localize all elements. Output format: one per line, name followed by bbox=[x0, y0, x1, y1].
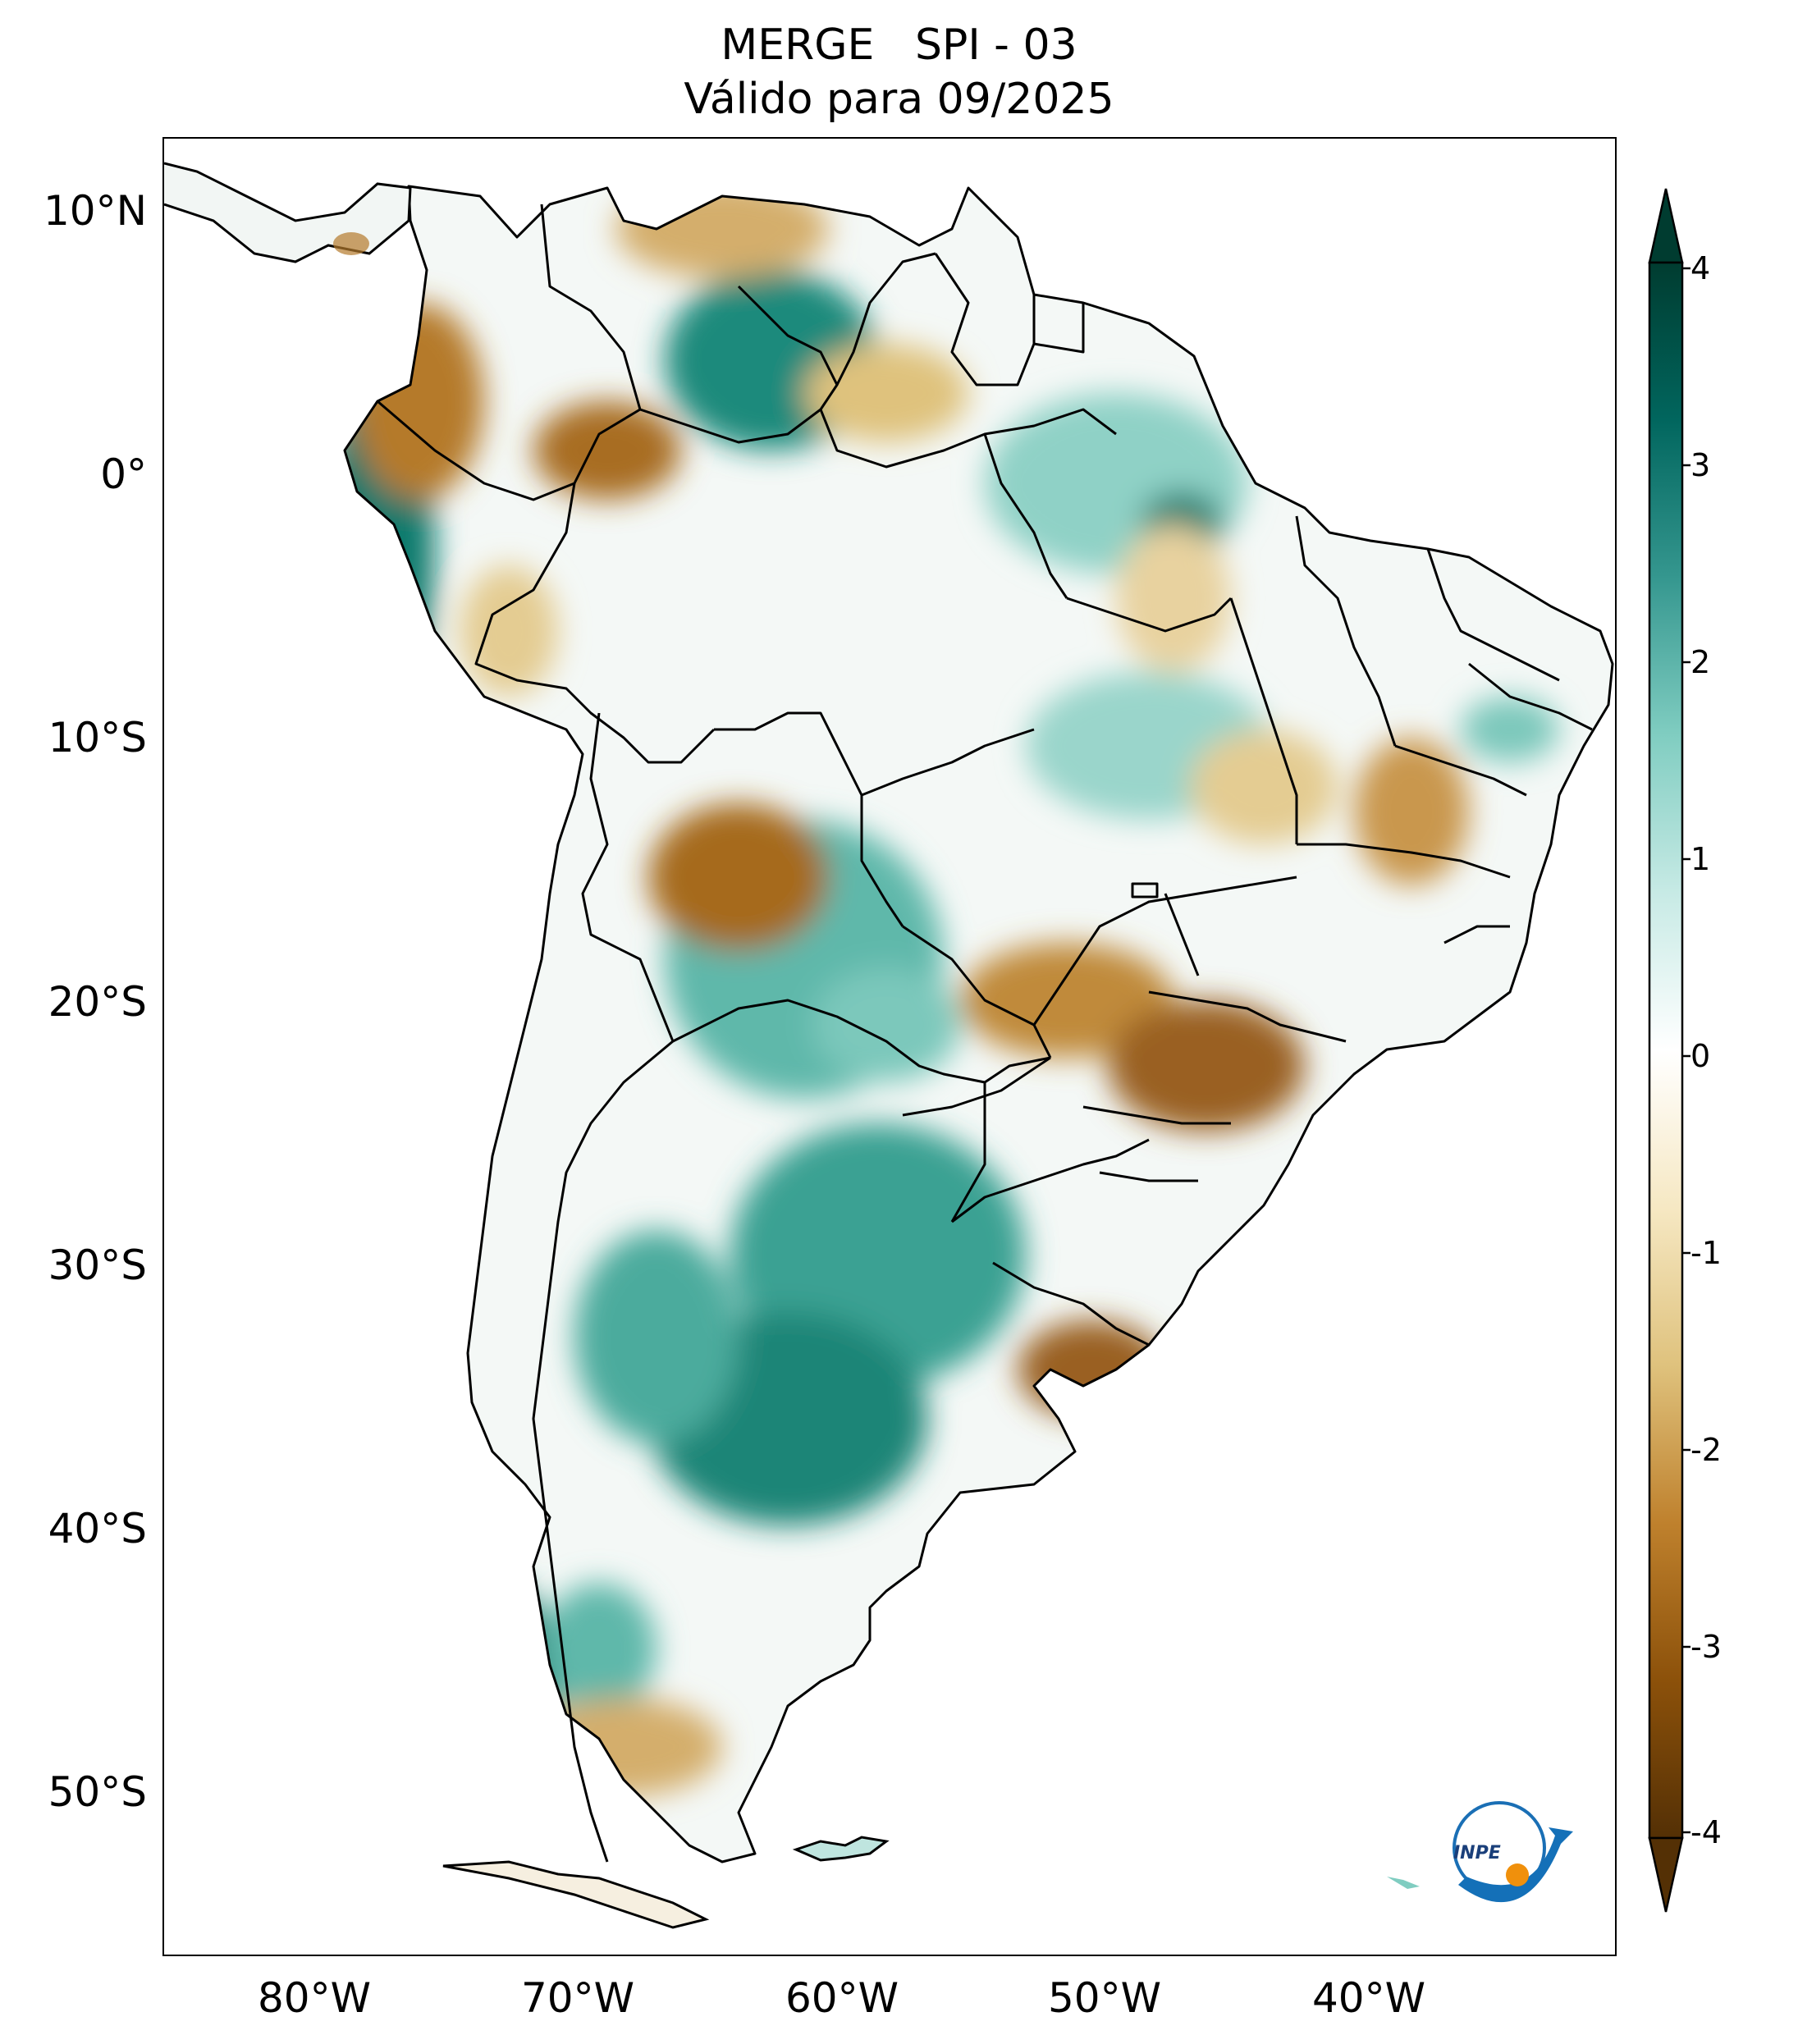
title-line-2: Válido para 09/2025 bbox=[684, 75, 1114, 124]
south-america-spi-map: INPE bbox=[164, 139, 1615, 1955]
wet-anomaly-paraguay bbox=[812, 967, 960, 1082]
border-suriname-guiana bbox=[1033, 303, 1085, 354]
border-para-mato-grosso bbox=[1066, 597, 1233, 633]
lat-tick-20s: 20°S bbox=[48, 978, 147, 1026]
border-ceara-rio-grande-norte bbox=[1426, 548, 1560, 682]
tierra-del-fuego bbox=[442, 1860, 710, 1929]
border-colombia-ecuador-peru bbox=[377, 400, 641, 501]
lat-tick-10s: 10°S bbox=[48, 714, 147, 761]
border-maranhao-piaui bbox=[1295, 515, 1397, 747]
colorbar-label-3: 3 bbox=[1690, 447, 1711, 483]
title-line-1: MERGE SPI - 03 bbox=[721, 21, 1077, 70]
federal-district bbox=[1131, 882, 1159, 899]
dry-anomaly-peru-north bbox=[460, 565, 558, 697]
dry-anomaly-bahia bbox=[1354, 738, 1469, 885]
colorbar-extend-max bbox=[1648, 188, 1684, 264]
dry-anomaly-rondonia bbox=[648, 803, 829, 951]
wet-anomaly-patagonia bbox=[542, 1583, 657, 1714]
border-venezuela-colombia bbox=[540, 203, 839, 444]
border-bolivia-argentina bbox=[672, 999, 1051, 1084]
border-argentina-brazil bbox=[950, 1082, 986, 1223]
lon-tick-40w: 40°W bbox=[1311, 1974, 1426, 2022]
border-amazonas-para bbox=[983, 433, 1068, 599]
border-sao-paulo-minas bbox=[1148, 990, 1347, 1043]
colorbar bbox=[1648, 188, 1690, 1913]
colorbar-label-neg4: -4 bbox=[1690, 1814, 1722, 1850]
lat-tick-30s: 30°S bbox=[48, 1241, 147, 1289]
dry-anomaly-mato-grosso-sul bbox=[960, 943, 1174, 1058]
dry-anomaly-panama bbox=[333, 232, 369, 255]
inpe-logo-sun bbox=[1506, 1863, 1529, 1886]
dry-anomaly-amazonas-north bbox=[533, 401, 681, 500]
border-chile-argentina bbox=[532, 1040, 674, 1863]
border-roraima-amazonas bbox=[819, 408, 1117, 469]
border-bahia-north bbox=[1394, 744, 1527, 797]
falkland-islands bbox=[792, 1836, 890, 1862]
border-argentina-uruguay-north bbox=[951, 1138, 1150, 1223]
map-title: MERGE SPI - 03 Válido para 09/2025 bbox=[0, 18, 1798, 126]
border-goias-minas bbox=[1297, 843, 1511, 879]
lat-tick-40s: 40°S bbox=[48, 1505, 147, 1552]
colorbar-label-1: 1 bbox=[1690, 841, 1711, 877]
border-mato-grosso-sul-sao-paulo bbox=[1164, 893, 1200, 976]
colorbar-extend-min bbox=[1648, 1836, 1684, 1913]
dry-anomaly-sao-paulo bbox=[1108, 1000, 1305, 1132]
colorbar-label-0: 0 bbox=[1690, 1038, 1711, 1074]
border-rondonia-mato-grosso bbox=[861, 728, 1035, 797]
colorbar-label-2: 2 bbox=[1690, 644, 1711, 680]
colorbar-ticks bbox=[1682, 267, 1690, 1834]
border-santa-catarina-rio-grande bbox=[1099, 1171, 1198, 1182]
border-peru-bolivia-chile bbox=[581, 712, 675, 1042]
lat-tick-50s: 50°S bbox=[48, 1768, 147, 1816]
border-bolivia-brazil bbox=[714, 711, 904, 927]
lon-tick-70w: 70°W bbox=[520, 1974, 635, 2022]
border-paraguay-argentina bbox=[902, 1056, 1051, 1117]
colorbar-label-4: 4 bbox=[1690, 250, 1711, 286]
wet-anomaly-andes-central bbox=[574, 1230, 739, 1443]
lat-tick-0: 0° bbox=[100, 450, 147, 498]
dry-anomaly-goias bbox=[1190, 729, 1338, 844]
border-espirito-santo bbox=[1443, 925, 1510, 944]
inpe-logo-text: INPE bbox=[1453, 1843, 1501, 1863]
inpe-logo-arrow bbox=[1458, 1827, 1573, 1903]
lat-tick-10n: 10°N bbox=[43, 187, 147, 235]
colorbar-label-neg2: -2 bbox=[1690, 1432, 1722, 1468]
colorbar-label-neg1: -1 bbox=[1690, 1235, 1722, 1271]
border-paraguay-bolivia bbox=[902, 925, 1052, 1059]
political-borders bbox=[377, 203, 1593, 1863]
colorbar-label-neg3: -3 bbox=[1690, 1629, 1722, 1665]
colorbar-gradient bbox=[1648, 261, 1684, 1840]
border-peru-brazil bbox=[474, 482, 716, 764]
dry-anomaly-tocantins bbox=[1116, 524, 1231, 672]
lon-tick-80w: 80°W bbox=[257, 1974, 372, 2022]
border-pernambuco bbox=[1468, 662, 1593, 731]
border-uruguay-brazil bbox=[992, 1261, 1150, 1347]
lon-tick-50w: 50°W bbox=[1047, 1974, 1162, 2022]
south-georgia bbox=[1387, 1877, 1420, 1889]
border-venezuela-guyana bbox=[835, 252, 936, 386]
coastline bbox=[343, 185, 1614, 1863]
lon-tick-60w: 60°W bbox=[785, 1974, 899, 2022]
map-panel: INPE bbox=[162, 137, 1617, 1956]
inpe-logo: INPE bbox=[1453, 1801, 1573, 1903]
wet-anomaly-nordeste bbox=[1461, 697, 1559, 762]
border-tocantins-goias bbox=[1229, 597, 1298, 844]
border-mato-grosso-sul bbox=[1032, 876, 1297, 1026]
border-parana-santa-catarina bbox=[1082, 1105, 1231, 1125]
